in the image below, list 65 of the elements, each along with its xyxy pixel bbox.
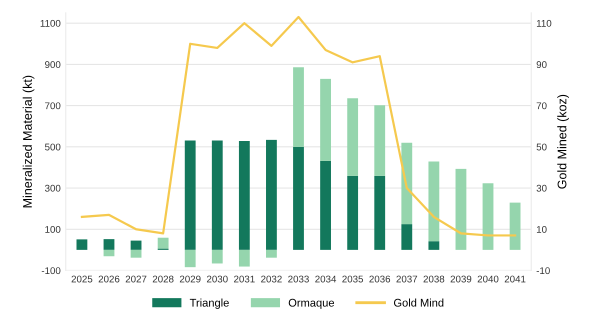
bar xyxy=(212,140,223,250)
y-tick-label: 100 xyxy=(45,226,60,233)
legend-label: Triangle xyxy=(190,298,229,309)
x-tick-label: 2036 xyxy=(369,276,390,282)
bar xyxy=(347,176,358,250)
bar xyxy=(184,250,196,268)
x-tick-label: 2038 xyxy=(424,276,444,282)
x-tick-label: 2026 xyxy=(98,276,120,282)
bar xyxy=(347,98,358,176)
y2-tick-label: 70 xyxy=(536,102,547,110)
bar xyxy=(130,250,142,258)
x-tick-label: 2025 xyxy=(72,276,92,282)
bar xyxy=(482,183,494,250)
x-tick-label: 2040 xyxy=(478,276,498,282)
bar xyxy=(266,250,277,258)
bar xyxy=(76,239,88,250)
x-tick-label: 2033 xyxy=(288,276,309,282)
bar xyxy=(104,250,114,256)
bar xyxy=(374,176,386,250)
y2-axis-title: Gold Mined (koz) xyxy=(557,94,569,189)
y-tick-label: -100 xyxy=(42,267,60,274)
y2-tick-label: 50 xyxy=(536,144,547,150)
bar xyxy=(212,250,223,264)
bar xyxy=(266,140,277,250)
y-tick-label: 900 xyxy=(45,61,60,68)
x-tick-label: 2027 xyxy=(126,276,146,282)
bar xyxy=(428,161,440,242)
x-tick-label: 2034 xyxy=(315,276,336,282)
bar xyxy=(401,224,412,250)
bar xyxy=(456,168,466,250)
bar xyxy=(510,202,520,250)
line-series xyxy=(80,16,516,237)
x-tick-label: 2039 xyxy=(450,276,472,282)
bar xyxy=(158,238,169,249)
y2-tick-label: -10 xyxy=(536,267,550,274)
x-tick-label: 2028 xyxy=(152,276,174,282)
y2-tick-label: 90 xyxy=(536,61,547,68)
bar xyxy=(293,146,304,250)
y-tick-label: 300 xyxy=(44,184,60,192)
bar xyxy=(238,141,250,250)
y-axis-title: Mineralized Material (kt) xyxy=(22,76,34,208)
bar xyxy=(184,140,196,250)
y2-tick-label: 110 xyxy=(536,20,552,27)
bar xyxy=(238,250,250,267)
x-tick-label: 2035 xyxy=(342,276,364,282)
y2-tick-label: 10 xyxy=(536,226,547,233)
bar xyxy=(320,160,331,250)
legend-label: Ormaque xyxy=(288,298,334,309)
y-tick-label: 1100 xyxy=(40,20,60,27)
x-tick-label: 2030 xyxy=(206,276,228,282)
x-tick-label: 2032 xyxy=(261,276,282,282)
y-tick-label: 500 xyxy=(44,144,60,150)
bar xyxy=(293,67,304,147)
x-tick-label: 2041 xyxy=(504,276,526,282)
x-tick-label: 2029 xyxy=(180,276,201,282)
y2-tick-label: 30 xyxy=(536,184,547,192)
bar xyxy=(320,78,331,161)
bar xyxy=(104,239,114,250)
x-tick-label: 2031 xyxy=(234,276,255,282)
x-tick-label: 2037 xyxy=(396,276,418,282)
bar xyxy=(130,240,142,250)
bar xyxy=(428,241,440,250)
y-tick-label: 700 xyxy=(45,102,60,110)
bar xyxy=(374,105,386,176)
legend-label: Gold Mind xyxy=(394,298,444,307)
